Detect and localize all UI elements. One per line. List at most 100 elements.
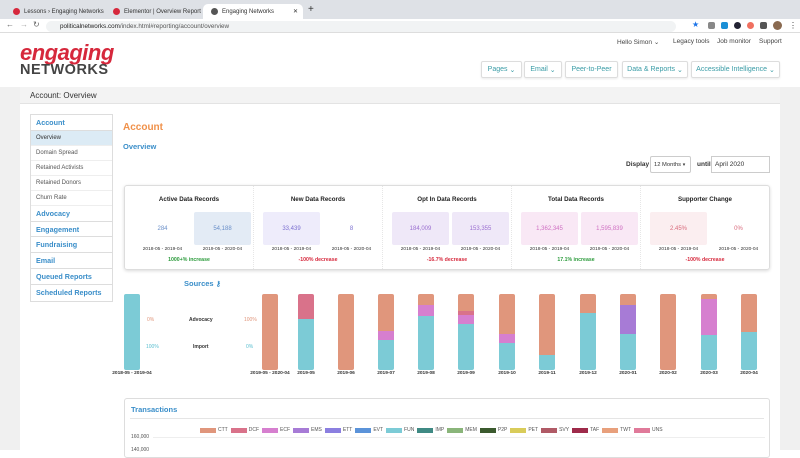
stacked-bar[interactable]	[262, 294, 278, 370]
puzzle-icon[interactable]	[760, 22, 767, 29]
bar-segment-fun[interactable]	[499, 343, 515, 370]
browser-tab[interactable]: Lessons › Engaging Networks✕	[5, 4, 105, 19]
stacked-bar[interactable]	[741, 294, 757, 370]
extension-icon[interactable]	[747, 22, 754, 29]
support-link[interactable]: Support	[759, 38, 782, 45]
menu-accessible-intelligence[interactable]: Accessible Intelligence ⌄	[691, 61, 780, 78]
legend-item[interactable]: PET	[510, 427, 538, 433]
menu-kebab-icon[interactable]: ⋮	[789, 21, 797, 30]
profile-avatar[interactable]	[773, 21, 782, 30]
extension-icon[interactable]	[734, 22, 741, 29]
bar-segment-fun[interactable]	[580, 313, 596, 370]
legend-item[interactable]: P2P	[480, 427, 507, 433]
extension-icon[interactable]	[721, 22, 728, 29]
legend-item[interactable]: ETT	[325, 427, 352, 433]
sidebar-section-queued-reports[interactable]: Queued Reports	[31, 269, 112, 285]
stacked-bar[interactable]	[124, 294, 140, 370]
menu-pages[interactable]: Pages ⌄	[481, 61, 522, 78]
sidebar-item-retained-donors[interactable]: Retained Donors	[31, 176, 112, 191]
stacked-bar[interactable]	[539, 294, 555, 370]
legend-item[interactable]: MEM	[447, 427, 477, 433]
stacked-bar[interactable]	[660, 294, 676, 370]
bar-segment-ctt[interactable]	[741, 294, 757, 332]
bar-segment-ctt[interactable]	[660, 294, 676, 370]
bar-segment-fun[interactable]	[741, 332, 757, 370]
bar-segment-ecf[interactable]	[418, 305, 434, 316]
key-icon[interactable]: ⚷	[216, 281, 221, 288]
sidebar-item-churn-rate[interactable]: Churn Rate	[31, 191, 112, 206]
legend-item[interactable]: FUN	[386, 427, 414, 433]
bar-segment-ecf[interactable]	[499, 334, 515, 343]
legacy-tools-link[interactable]: Legacy tools	[673, 38, 710, 45]
url-input[interactable]: politicalnetworks.com/index.html#reporti…	[46, 21, 676, 32]
bar-segment-fun[interactable]	[620, 334, 636, 370]
bookmark-star-icon[interactable]: ★	[692, 20, 699, 29]
back-icon[interactable]: ←	[6, 20, 14, 29]
browser-tab[interactable]: Elementor | Overview Report✕	[105, 4, 205, 19]
legend-item[interactable]: DCF	[231, 427, 259, 433]
sidebar-item-overview[interactable]: Overview	[31, 131, 112, 146]
legend-item[interactable]: EVT	[355, 427, 383, 433]
bar-segment-ctt[interactable]	[580, 294, 596, 313]
bar-segment-fun[interactable]	[378, 340, 394, 370]
stacked-bar[interactable]	[580, 294, 596, 370]
sidebar-section-fundraising[interactable]: Fundraising	[31, 237, 112, 253]
legend-item[interactable]: ECF	[262, 427, 290, 433]
bar-segment-ctt[interactable]	[378, 294, 394, 331]
menu-peer-to-peer[interactable]: Peer-to-Peer	[565, 61, 618, 78]
browser-tab-active[interactable]: Engaging Networks✕	[203, 4, 303, 19]
bar-segment-ctt[interactable]	[499, 294, 515, 334]
sidebar-section-engagement[interactable]: Engagement	[31, 222, 112, 238]
menu-email[interactable]: Email ⌄	[524, 61, 562, 78]
camera-icon[interactable]	[708, 22, 715, 29]
bar-segment-ctt[interactable]	[418, 294, 434, 305]
sidebar-section-advocacy[interactable]: Advocacy	[31, 206, 112, 222]
bar-segment-ecf[interactable]	[701, 299, 717, 335]
stacked-bar[interactable]	[620, 294, 636, 370]
bar-segment-ecf[interactable]	[378, 331, 394, 339]
stacked-bar[interactable]	[338, 294, 354, 370]
bar-segment-fun[interactable]	[298, 319, 314, 370]
until-date-input[interactable]: April 2020	[711, 156, 770, 173]
bar-segment-fun[interactable]	[539, 355, 555, 370]
sidebar-item-domain-spread[interactable]: Domain Spread	[31, 146, 112, 161]
new-tab-icon[interactable]: +	[308, 4, 314, 15]
legend-item[interactable]: TWT	[602, 427, 631, 433]
bar-segment-ecf[interactable]	[458, 315, 474, 323]
legend-item[interactable]: TAF	[572, 427, 599, 433]
bar-segment-ems[interactable]	[620, 305, 636, 334]
legend-item[interactable]: UNS	[634, 427, 663, 433]
bar-segment-dcf[interactable]	[298, 294, 314, 319]
job-monitor-link[interactable]: Job monitor	[717, 38, 751, 45]
legend-item[interactable]: CTT	[200, 427, 228, 433]
stacked-bar[interactable]	[701, 294, 717, 370]
stacked-bar[interactable]	[298, 294, 314, 370]
sidebar-section-account[interactable]: Account	[31, 115, 112, 131]
bar-segment-fun[interactable]	[701, 335, 717, 370]
bar-segment-fun[interactable]	[124, 294, 140, 370]
sidebar-section-email[interactable]: Email	[31, 253, 112, 269]
forward-icon[interactable]: →	[20, 20, 28, 29]
stacked-bar[interactable]	[418, 294, 434, 370]
display-period-select[interactable]: 12 Months ▾	[650, 156, 691, 173]
stacked-bar[interactable]	[499, 294, 515, 370]
stacked-bar[interactable]	[378, 294, 394, 370]
sidebar-item-retained-activists[interactable]: Retained Activists	[31, 161, 112, 176]
sidebar-section-scheduled-reports[interactable]: Scheduled Reports	[31, 285, 112, 301]
stacked-bar[interactable]	[458, 294, 474, 370]
bar-segment-ctt[interactable]	[262, 294, 278, 370]
close-tab-icon[interactable]: ✕	[293, 8, 298, 15]
legend-item[interactable]: EMS	[293, 427, 322, 433]
bar-segment-fun[interactable]	[418, 316, 434, 370]
reload-icon[interactable]: ↻	[33, 20, 40, 29]
menu-data-reports[interactable]: Data & Reports ⌄	[622, 61, 688, 78]
user-menu[interactable]: Hello Simon ⌄	[617, 38, 659, 46]
bar-segment-ctt[interactable]	[539, 294, 555, 355]
bar-segment-ctt[interactable]	[620, 294, 636, 305]
bar-segment-fun[interactable]	[458, 324, 474, 370]
logo[interactable]: NETWORKS	[20, 62, 109, 78]
legend-item[interactable]: SVY	[541, 427, 569, 433]
bar-segment-ctt[interactable]	[338, 294, 354, 370]
legend-item[interactable]: IMP	[417, 427, 444, 433]
bar-segment-ctt[interactable]	[458, 294, 474, 311]
